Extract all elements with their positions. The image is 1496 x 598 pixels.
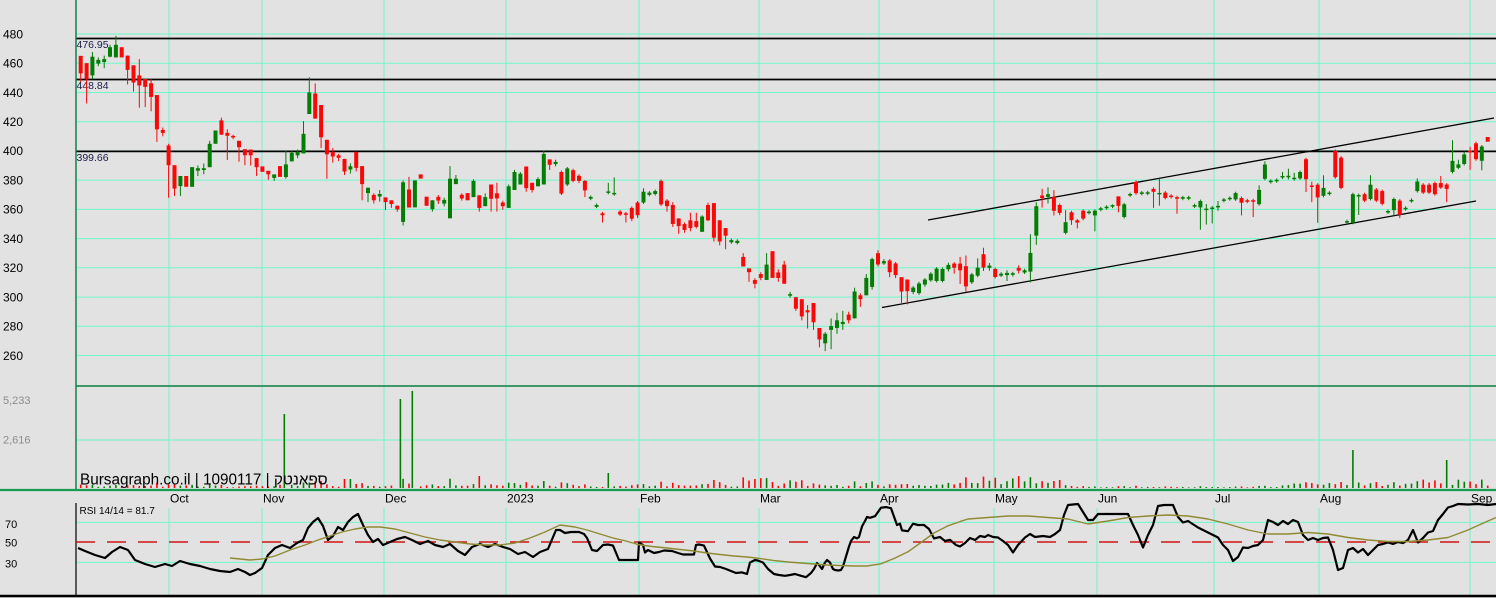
svg-text:280: 280 xyxy=(3,320,23,334)
svg-text:Mar: Mar xyxy=(760,492,781,506)
svg-text:476.95: 476.95 xyxy=(77,39,109,51)
svg-text:448.84: 448.84 xyxy=(77,80,109,92)
svg-text:RSI 14/14 = 81.7: RSI 14/14 = 81.7 xyxy=(80,506,156,517)
svg-text:Bursagraph.co.il | 1090117 | ס: Bursagraph.co.il | 1090117 | ספאנטק xyxy=(80,472,328,489)
svg-text:380: 380 xyxy=(3,173,23,187)
svg-text:Oct: Oct xyxy=(170,492,189,506)
svg-text:Jun: Jun xyxy=(1098,492,1117,506)
svg-text:Aug: Aug xyxy=(1320,492,1341,506)
svg-text:2023: 2023 xyxy=(507,492,534,506)
svg-text:360: 360 xyxy=(3,203,23,217)
svg-text:399.66: 399.66 xyxy=(77,152,109,164)
svg-text:260: 260 xyxy=(3,349,23,363)
svg-text:Nov: Nov xyxy=(263,492,284,506)
svg-text:440: 440 xyxy=(3,86,23,100)
svg-text:420: 420 xyxy=(3,115,23,129)
svg-text:400: 400 xyxy=(3,144,23,158)
svg-text:460: 460 xyxy=(3,57,23,71)
svg-text:2,616: 2,616 xyxy=(3,435,31,447)
svg-text:30: 30 xyxy=(5,559,17,571)
svg-text:320: 320 xyxy=(3,261,23,275)
svg-text:Jul: Jul xyxy=(1215,492,1230,506)
svg-text:300: 300 xyxy=(3,290,23,304)
svg-text:Feb: Feb xyxy=(640,492,661,506)
svg-text:70: 70 xyxy=(5,519,17,531)
svg-text:480: 480 xyxy=(3,27,23,41)
svg-text:Sep: Sep xyxy=(1471,492,1493,506)
svg-text:May: May xyxy=(995,492,1018,506)
svg-text:340: 340 xyxy=(3,232,23,246)
svg-text:50: 50 xyxy=(5,537,17,549)
svg-text:5,233: 5,233 xyxy=(3,395,31,407)
svg-text:Apr: Apr xyxy=(880,492,899,506)
svg-text:Dec: Dec xyxy=(385,492,406,506)
